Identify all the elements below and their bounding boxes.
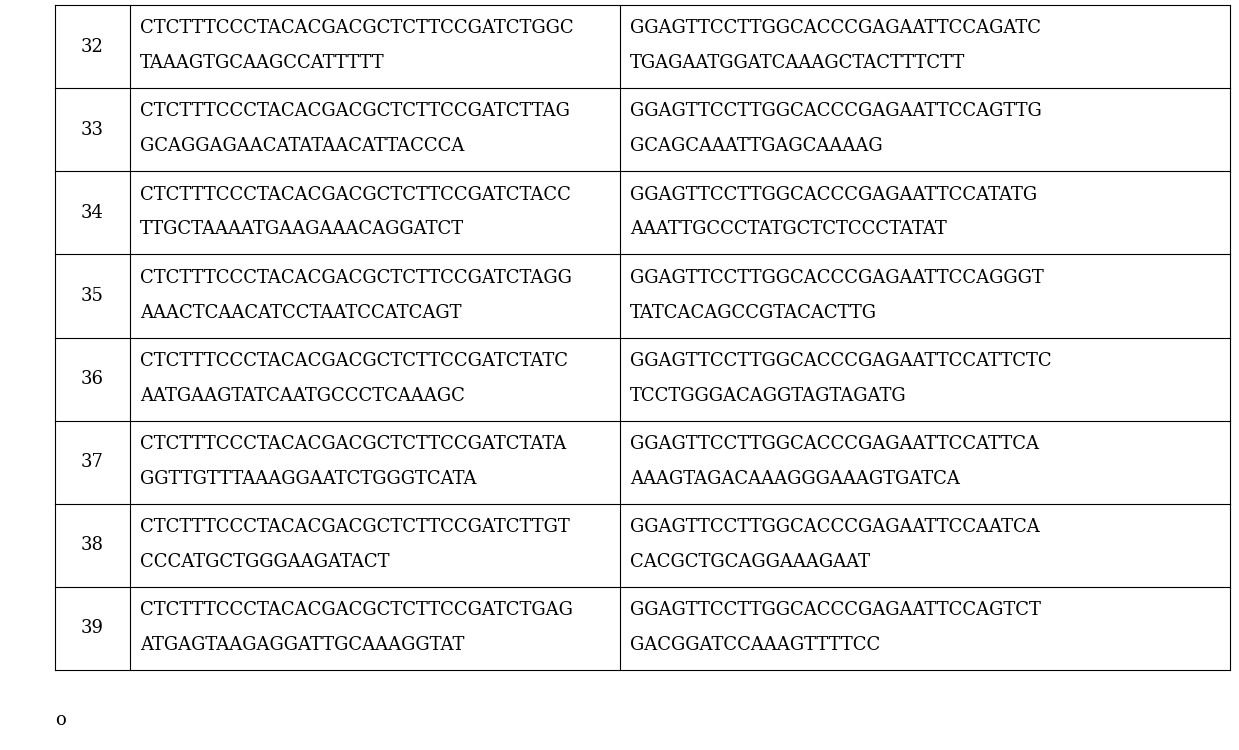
Text: GGAGTTCCTTGGCACCCGAGAATTCCATTCA: GGAGTTCCTTGGCACCCGAGAATTCCATTCA xyxy=(629,435,1040,453)
Text: CTCTTTCCCTACACGACGCTCTTCCGATCTGGC: CTCTTTCCCTACACGACGCTCTTCCGATCTGGC xyxy=(140,20,574,38)
Text: GCAGGAGAACATATAACATTACCCA: GCAGGAGAACATATAACATTACCCA xyxy=(140,137,465,155)
Text: AAATTGCCCTATGCTCTCCCTATAT: AAATTGCCCTATGCTCTCCCTATAT xyxy=(629,220,947,238)
Text: GGAGTTCCTTGGCACCCGAGAATTCCATATG: GGAGTTCCTTGGCACCCGAGAATTCCATATG xyxy=(629,185,1037,203)
Text: ATGAGTAAGAGGATTGCAAAGGTAT: ATGAGTAAGAGGATTGCAAAGGTAT xyxy=(140,636,465,654)
Text: TAAAGTGCAAGCCATTTTT: TAAAGTGCAAGCCATTTTT xyxy=(140,54,384,72)
Text: CCCATGCTGGGAAGATACT: CCCATGCTGGGAAGATACT xyxy=(140,553,389,571)
Text: AAACTCAACATCCTAATCCATCAGT: AAACTCAACATCCTAATCCATCAGT xyxy=(140,304,461,322)
Text: CTCTTTCCCTACACGACGCTCTTCCGATCTATA: CTCTTTCCCTACACGACGCTCTTCCGATCTATA xyxy=(140,435,566,453)
Text: GGTTGTTTAAAGGAATCTGGGTCATA: GGTTGTTTAAAGGAATCTGGGTCATA xyxy=(140,470,477,488)
Text: CTCTTTCCCTACACGACGCTCTTCCGATCTATC: CTCTTTCCCTACACGACGCTCTTCCGATCTATC xyxy=(140,352,567,370)
Text: GGAGTTCCTTGGCACCCGAGAATTCCAGATC: GGAGTTCCTTGGCACCCGAGAATTCCAGATC xyxy=(629,20,1041,38)
Text: 32: 32 xyxy=(81,38,104,56)
Text: GGAGTTCCTTGGCACCCGAGAATTCCAATCA: GGAGTTCCTTGGCACCCGAGAATTCCAATCA xyxy=(629,518,1040,536)
Text: TATCACAGCCGTACACTTG: TATCACAGCCGTACACTTG xyxy=(629,304,877,322)
Text: 37: 37 xyxy=(81,453,104,471)
Text: AATGAAGTATCAATGCCCTCAAAGC: AATGAAGTATCAATGCCCTCAAAGC xyxy=(140,387,465,405)
Text: 38: 38 xyxy=(81,536,104,554)
Text: AAAGTAGACAAAGGGAAAGTGATCA: AAAGTAGACAAAGGGAAAGTGATCA xyxy=(629,470,960,488)
Text: 33: 33 xyxy=(81,121,104,139)
Text: 35: 35 xyxy=(81,287,104,305)
Text: GGAGTTCCTTGGCACCCGAGAATTCCATTCTC: GGAGTTCCTTGGCACCCGAGAATTCCATTCTC xyxy=(629,352,1052,370)
Text: TGAGAATGGATCAAAGCTACTTTCTT: TGAGAATGGATCAAAGCTACTTTCTT xyxy=(629,54,965,72)
Text: TCCTGGGACAGGTAGTAGATG: TCCTGGGACAGGTAGTAGATG xyxy=(629,387,907,405)
Text: 39: 39 xyxy=(81,620,104,638)
Text: TTGCTAAAATGAAGAAACAGGATCT: TTGCTAAAATGAAGAAACAGGATCT xyxy=(140,220,465,238)
Text: CTCTTTCCCTACACGACGCTCTTCCGATCTAGG: CTCTTTCCCTACACGACGCTCTTCCGATCTAGG xyxy=(140,268,572,286)
Text: 36: 36 xyxy=(81,370,104,388)
Text: GGAGTTCCTTGGCACCCGAGAATTCCAGGGT: GGAGTTCCTTGGCACCCGAGAATTCCAGGGT xyxy=(629,268,1043,286)
Text: CTCTTTCCCTACACGACGCTCTTCCGATCTTAG: CTCTTTCCCTACACGACGCTCTTCCGATCTTAG xyxy=(140,103,570,121)
Text: GACGGATCCAAAGTTTTCC: GACGGATCCAAAGTTTTCC xyxy=(629,636,880,654)
Text: GGAGTTCCTTGGCACCCGAGAATTCCAGTCT: GGAGTTCCTTGGCACCCGAGAATTCCAGTCT xyxy=(629,602,1041,619)
Text: CTCTTTCCCTACACGACGCTCTTCCGATCTGAG: CTCTTTCCCTACACGACGCTCTTCCGATCTGAG xyxy=(140,602,572,619)
Text: 34: 34 xyxy=(81,204,104,222)
Text: o: o xyxy=(55,711,66,729)
Text: CTCTTTCCCTACACGACGCTCTTCCGATCTACC: CTCTTTCCCTACACGACGCTCTTCCGATCTACC xyxy=(140,185,571,203)
Text: GGAGTTCCTTGGCACCCGAGAATTCCAGTTG: GGAGTTCCTTGGCACCCGAGAATTCCAGTTG xyxy=(629,103,1042,121)
Text: CTCTTTCCCTACACGACGCTCTTCCGATCTTGT: CTCTTTCCCTACACGACGCTCTTCCGATCTTGT xyxy=(140,518,570,536)
Text: CACGCTGCAGGAAAGAAT: CACGCTGCAGGAAAGAAT xyxy=(629,553,870,571)
Text: GCAGCAAATTGAGCAAAAG: GCAGCAAATTGAGCAAAAG xyxy=(629,137,882,155)
